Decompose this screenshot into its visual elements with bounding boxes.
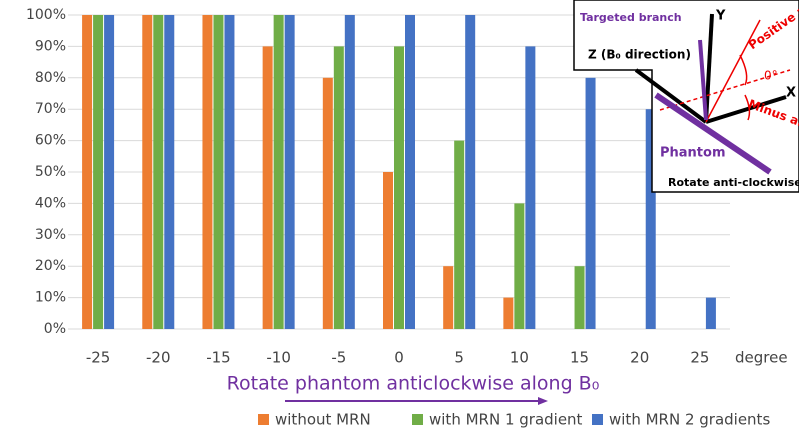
bar — [142, 15, 152, 329]
chart: 0% 10% 20% 30% 40% 50% 60% 70% 80% 90% 100% -25 -20 -… — [0, 0, 799, 437]
bar — [153, 15, 163, 329]
y-tick-label: 50% — [35, 164, 66, 180]
bar — [82, 15, 92, 329]
bar — [345, 15, 355, 329]
x-unit: degree — [735, 349, 788, 367]
bar — [525, 46, 535, 329]
annotation: Y — [715, 9, 726, 24]
y-tick-label: 40% — [35, 195, 66, 211]
y-tick-label: 70% — [35, 101, 66, 117]
x-tick-label: -5 — [331, 349, 346, 367]
annotation: X — [786, 86, 796, 101]
bar — [454, 141, 464, 329]
y-tick-label: 60% — [35, 133, 66, 149]
annotation: 0° — [764, 69, 778, 83]
y-tick-label: 0% — [44, 321, 66, 337]
x-tick-label: -20 — [146, 349, 171, 367]
inset-diagram: Targeted branch Y Positive angle Z (B₀ d… — [574, 0, 799, 192]
x-tick-label: 15 — [570, 349, 589, 367]
x-tick-label: -15 — [206, 349, 231, 367]
legend-label: without MRN — [275, 411, 371, 429]
bar — [274, 15, 284, 329]
x-tick-label: 5 — [454, 349, 464, 367]
y-tick-label: 30% — [35, 227, 66, 243]
arrow-head — [538, 397, 548, 405]
annotation: Targeted branch — [580, 11, 682, 24]
legend-label: with MRN 1 gradient — [429, 411, 583, 429]
bar — [405, 15, 415, 329]
y-tick-label: 100% — [26, 7, 66, 23]
annotation: Z (B₀ direction) — [588, 48, 691, 62]
x-tick-label: 20 — [630, 349, 649, 367]
x-tick-label: 0 — [394, 349, 404, 367]
bar — [706, 298, 716, 329]
bar — [514, 203, 524, 329]
y-tick-label: 20% — [35, 258, 66, 274]
bar — [164, 15, 174, 329]
x-axis-title: Rotate phantom anticlockwise along B₀ — [227, 373, 600, 395]
x-tick-label: -10 — [266, 349, 291, 367]
bar — [263, 46, 273, 329]
bar — [586, 78, 596, 329]
bar — [104, 15, 114, 329]
bar — [503, 298, 513, 329]
bar — [334, 46, 344, 329]
y-tick-label: 10% — [35, 290, 66, 306]
bar — [202, 15, 212, 329]
bar — [575, 266, 585, 329]
bar — [213, 15, 223, 329]
legend-swatch — [258, 414, 269, 425]
bar — [285, 15, 295, 329]
y-tick-label: 90% — [35, 38, 66, 54]
y-tick-label: 80% — [35, 70, 66, 86]
bar — [465, 15, 475, 329]
bar — [443, 266, 453, 329]
bar — [383, 172, 393, 329]
x-tick-label: 10 — [510, 349, 529, 367]
legend-swatch — [412, 414, 423, 425]
annotation: Rotate anti-clockwise — [668, 176, 799, 189]
legend-swatch — [592, 414, 603, 425]
bar — [323, 78, 333, 329]
legend-label: with MRN 2 gradients — [609, 411, 770, 429]
bar — [394, 46, 404, 329]
annotation: Phantom — [660, 146, 726, 161]
x-tick-label: 25 — [690, 349, 709, 367]
bar — [93, 15, 103, 329]
x-tick-label: -25 — [86, 349, 111, 367]
bar — [224, 15, 234, 329]
